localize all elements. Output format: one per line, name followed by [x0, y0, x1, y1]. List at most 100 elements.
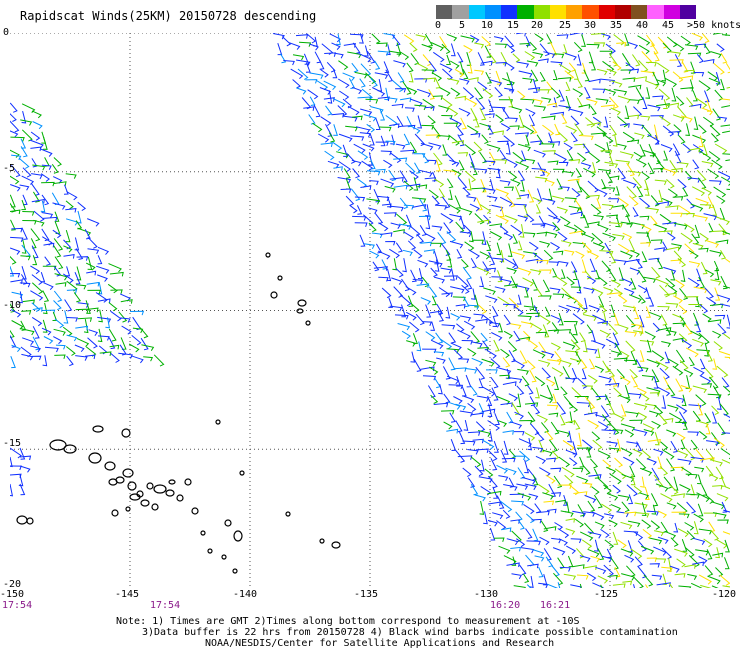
wind-barb — [640, 545, 655, 555]
wind-barb — [420, 142, 434, 151]
wind-barb — [520, 180, 525, 192]
wind-barb — [31, 355, 42, 361]
wind-barb — [450, 286, 465, 294]
wind-barb — [529, 41, 538, 51]
wind-barb — [545, 378, 556, 387]
wind-barb — [623, 456, 635, 466]
wind-barb — [570, 286, 582, 292]
wind-barb — [692, 144, 704, 154]
wind-barb — [664, 77, 678, 88]
wind-barb — [547, 508, 557, 514]
wind-barb — [639, 350, 645, 362]
wind-barb — [662, 449, 675, 460]
wind-barb — [547, 359, 562, 366]
wind-barb — [584, 522, 595, 535]
wind-barb — [552, 97, 558, 108]
wind-barb — [388, 169, 397, 182]
wind-barb — [22, 211, 35, 216]
wind-barb — [639, 144, 646, 157]
wind-barb — [349, 204, 358, 214]
time-label: 17:54 — [150, 600, 181, 611]
wind-barb — [559, 216, 571, 226]
wind-barb — [684, 44, 699, 51]
wind-barb — [121, 325, 132, 335]
wind-barb — [628, 68, 640, 74]
wind-barb — [660, 493, 673, 503]
wind-barb — [554, 152, 567, 163]
wind-barb — [725, 159, 730, 162]
wind-barb — [640, 70, 656, 77]
wind-barb — [548, 412, 559, 418]
wind-barb — [473, 141, 483, 152]
wind-barb — [401, 304, 407, 318]
wind-barb — [705, 269, 715, 278]
wind-barb — [369, 133, 375, 146]
wind-barb — [87, 256, 93, 271]
wind-barb — [721, 377, 730, 388]
wind-barb — [518, 564, 527, 576]
wind-barb — [526, 360, 536, 370]
wind-barb — [667, 50, 682, 58]
wind-barb — [30, 265, 41, 275]
wind-barb — [681, 539, 688, 552]
wind-barb — [679, 360, 689, 371]
wind-barb — [611, 279, 621, 288]
wind-barb — [573, 324, 578, 336]
wind-barb — [406, 340, 416, 347]
island — [232, 568, 238, 574]
wind-barb — [717, 116, 728, 122]
wind-barb — [495, 168, 501, 179]
wind-barb — [638, 321, 644, 334]
wind-barb — [669, 565, 680, 573]
time-label: 16:21 — [540, 600, 571, 611]
wind-barb — [485, 71, 492, 84]
island — [265, 252, 271, 258]
wind-barb — [716, 365, 729, 378]
wind-barb — [428, 89, 435, 100]
wind-barb — [297, 68, 309, 80]
wind-barb — [392, 258, 398, 271]
wind-barb — [657, 386, 671, 397]
wind-barb — [624, 105, 630, 120]
wind-barb — [650, 195, 660, 207]
wind-barb — [425, 134, 440, 139]
wind-barb — [540, 295, 552, 300]
wind-barb — [635, 458, 647, 470]
wind-barb — [524, 287, 529, 298]
wind-barb — [691, 186, 706, 197]
wind-barb — [417, 259, 429, 268]
wind-barb — [380, 232, 393, 237]
wind-barb — [594, 414, 607, 422]
wind-barb — [487, 420, 500, 431]
wind-barb — [336, 33, 341, 46]
wind-barb — [550, 87, 561, 99]
wind-barb — [579, 135, 594, 141]
wind-barb — [53, 238, 64, 251]
wind-barb — [415, 34, 427, 41]
wind-barb — [583, 167, 596, 178]
wind-barb — [711, 159, 723, 170]
wind-barb — [587, 500, 596, 512]
wind-barb — [534, 503, 542, 514]
wind-barb — [277, 43, 283, 56]
wind-barb — [500, 500, 513, 513]
wind-barb — [632, 177, 643, 189]
wind-barb — [660, 314, 668, 326]
wind-barb — [724, 356, 730, 359]
wind-barb — [395, 242, 403, 253]
wind-barb — [511, 573, 522, 580]
wind-barb — [711, 230, 725, 235]
legend-swatch — [582, 5, 599, 19]
wind-barb — [629, 465, 636, 478]
wind-barb — [596, 126, 608, 137]
wind-barb — [453, 396, 463, 404]
wind-barb — [10, 456, 13, 468]
wind-barb — [383, 159, 393, 169]
wind-barb — [130, 310, 145, 316]
wind-barb — [709, 124, 721, 137]
wind-barb — [510, 519, 521, 524]
wind-barb — [582, 297, 588, 310]
wind-barb — [565, 125, 578, 134]
wind-barb — [593, 468, 600, 479]
wind-barb — [686, 97, 694, 108]
